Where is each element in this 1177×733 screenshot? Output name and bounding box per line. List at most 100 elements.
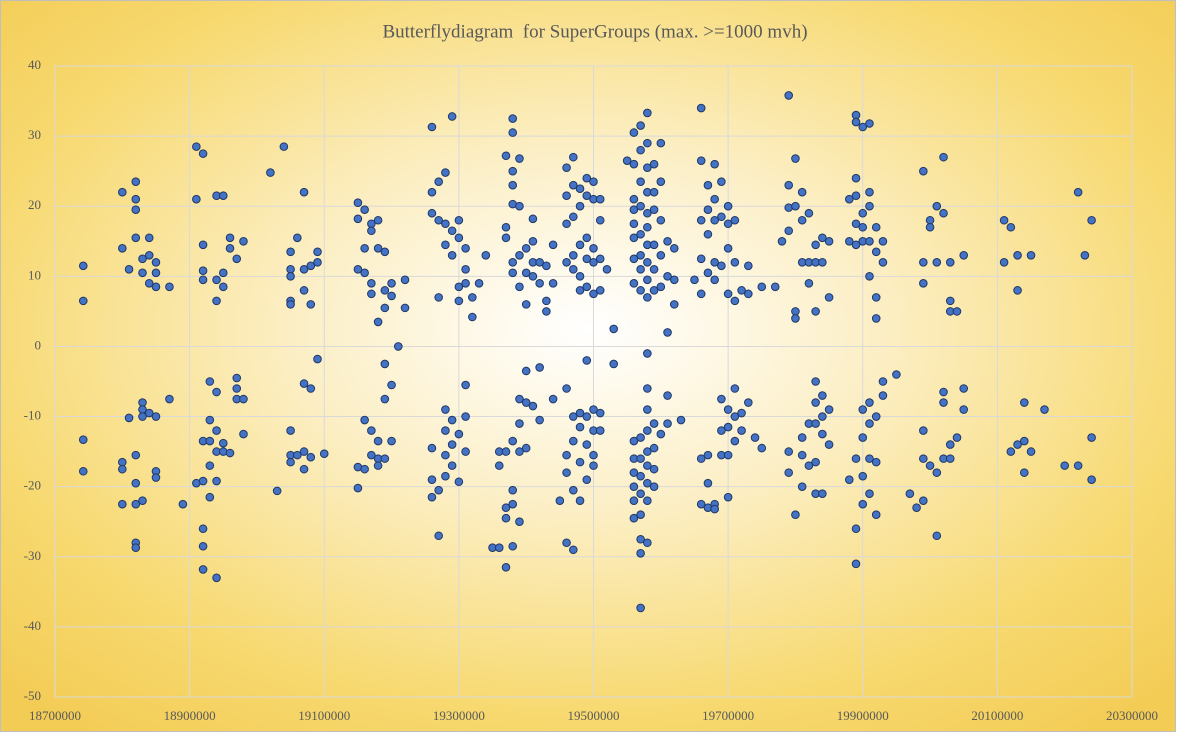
point [717,394,726,404]
point [367,279,376,288]
point [286,272,295,281]
point [212,275,221,285]
point [124,413,134,423]
point [569,265,578,274]
point [562,163,571,172]
point [871,293,881,302]
point [118,457,127,467]
point [198,476,208,486]
point [703,478,713,488]
point [548,394,558,404]
x-tick-label: 19100000 [298,708,350,723]
point [441,168,450,177]
point [306,384,316,393]
point [851,240,861,250]
point [218,438,228,448]
point [791,314,800,323]
point [501,513,511,523]
point [744,289,753,299]
point [198,266,208,276]
point [1006,222,1016,232]
point [663,419,672,428]
point [649,187,659,197]
point [878,391,888,400]
point [939,387,948,397]
point [562,468,571,477]
point [299,379,309,388]
point [818,391,827,400]
point [198,565,208,574]
point [945,258,955,267]
point [703,229,713,239]
point [737,408,746,418]
point [959,251,969,260]
point [824,236,834,246]
point [562,219,571,229]
point [239,394,248,404]
point [313,247,322,257]
point [636,251,645,260]
point [131,205,141,215]
point [131,194,141,204]
point [212,387,221,397]
point [939,152,948,162]
point [138,496,147,505]
point [636,229,645,239]
point [198,275,208,285]
point [797,215,807,225]
point [676,415,686,425]
point [508,268,518,278]
point [770,282,780,292]
point [461,265,470,274]
point [508,436,518,446]
point [508,499,518,509]
point [131,177,141,186]
point [434,177,443,186]
point [232,384,242,393]
point [373,215,383,225]
point [286,457,295,467]
point [118,187,127,197]
point [447,461,457,470]
point [717,261,726,271]
point [569,180,578,190]
point [521,268,531,278]
point [844,236,854,246]
point [508,541,518,551]
point [824,293,834,302]
point [669,243,679,253]
point [78,466,88,476]
point [919,279,928,288]
point [582,254,592,264]
point [595,194,605,204]
point [959,405,969,414]
point [447,112,457,121]
point [663,272,672,281]
point [932,258,942,267]
point [461,279,470,288]
point [528,401,538,411]
point [542,296,551,306]
point [468,293,477,302]
point [696,215,706,225]
point [441,405,450,414]
point [912,503,921,513]
point [218,268,228,278]
point [1073,461,1083,470]
x-tick-label: 20100000 [971,708,1023,723]
point [643,349,652,358]
point [266,168,275,177]
point [447,415,457,425]
point [165,282,174,292]
point [138,412,147,421]
point [797,482,807,491]
point [999,215,1009,225]
point [582,191,592,201]
point [447,226,457,236]
point [360,415,369,425]
point [474,279,484,288]
point [818,489,827,498]
point [723,492,733,502]
point [542,261,551,271]
point [919,166,928,176]
